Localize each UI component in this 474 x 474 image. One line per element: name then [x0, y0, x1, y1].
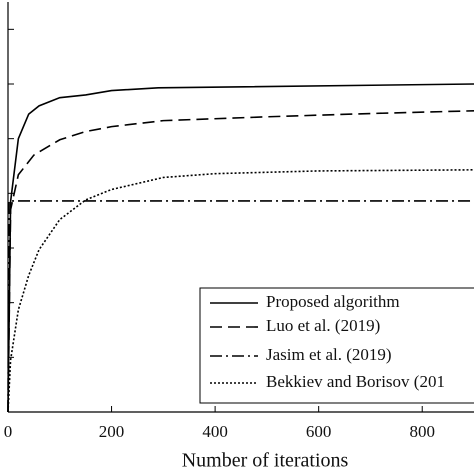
line-series: [7, 109, 474, 413]
x-axis-label: Number of iterations: [182, 450, 349, 472]
line-series: [7, 169, 474, 413]
legend-label: Jasim et al. (2019): [266, 345, 392, 364]
line-series: [7, 83, 474, 413]
legend-label: Bekkiev and Borisov (201: [266, 372, 445, 391]
legend-label: Proposed algorithm: [266, 292, 400, 311]
x-tick-label: 200: [99, 422, 125, 441]
legend-label: Luo et al. (2019): [266, 316, 380, 335]
x-tick-label: 800: [409, 422, 435, 441]
x-tick-label: 600: [306, 422, 332, 441]
x-tick-label: 400: [202, 422, 228, 441]
legend-box: [199, 287, 474, 404]
x-tick-label: 0: [4, 422, 13, 441]
line-series: [7, 200, 474, 413]
